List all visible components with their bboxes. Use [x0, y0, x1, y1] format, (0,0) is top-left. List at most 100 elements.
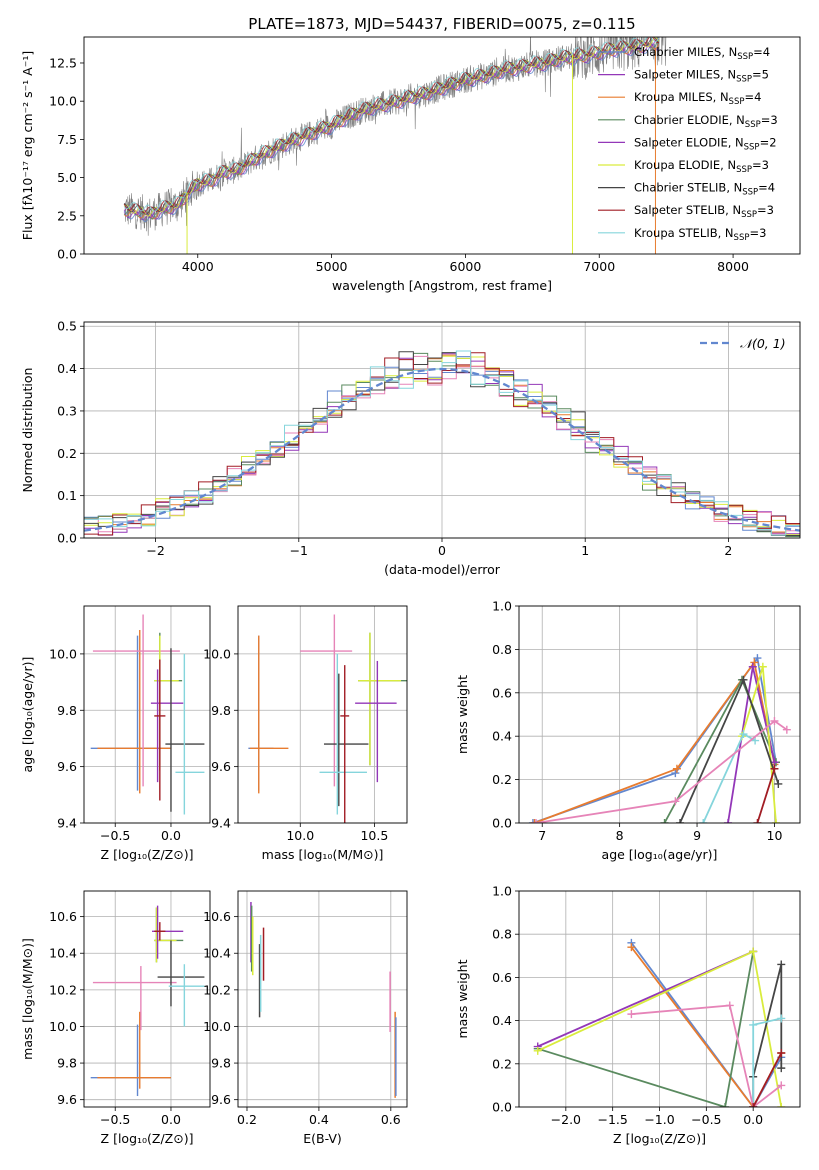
- mass-weight-vs-age-frame: [518, 605, 801, 824]
- mass-weight-point: [532, 819, 541, 823]
- mass-weight-point: [528, 819, 537, 823]
- mass-weight-vs-Z-ytick-label: 0.0: [492, 1100, 512, 1115]
- spectrum-ytick-label: 2.5: [57, 208, 77, 223]
- mass-vs-EBV-frame: [237, 890, 408, 1108]
- mass-weight-point: [724, 819, 733, 823]
- legend-entry: Chabrier MILES, NSSP=4: [634, 45, 770, 62]
- age-vs-Z-xtick-label: 0.0: [161, 828, 181, 843]
- age-vs-mass-ytick-label: 9.4: [211, 816, 231, 831]
- mass-weight-vs-Z-ylabel: mass weight: [455, 959, 470, 1038]
- mass-vs-Z-axes: −0.5 0.0 9.6 9.8 10.0 10.2 10.4 10.6: [49, 891, 210, 1127]
- mass-weight-line: [702, 732, 756, 823]
- mass-weight-vs-age-xtick-label: 8: [616, 828, 624, 843]
- mass-weight-point: [749, 1020, 758, 1029]
- residuals-xtick-label: −1: [290, 543, 308, 558]
- mass-weight-point: [739, 730, 748, 739]
- mass-weight-point: [753, 654, 762, 663]
- age-vs-Z-ytick-label: 9.6: [57, 759, 77, 774]
- mass-weight-point: [671, 797, 680, 806]
- mass-weight-point: [777, 1103, 786, 1107]
- residuals-ytick-label: 0.2: [57, 446, 77, 461]
- mass-weight-point: [725, 1001, 734, 1010]
- mass-weight-point: [782, 725, 791, 734]
- age-vs-Z-ylabel: age [log₁₀(age/yr)]: [20, 657, 35, 773]
- mass-vs-EBV-ytick-label: 10.2: [203, 982, 231, 997]
- mass-weight-line: [630, 942, 783, 1107]
- mass-vs-EBV-ytick-label: 9.6: [211, 1092, 231, 1107]
- age-vs-mass-xtick-label: 10.5: [360, 828, 388, 843]
- model-spectrum: [123, 37, 660, 212]
- mass-weight-vs-Z-series: [533, 938, 786, 1107]
- residuals-ytick-label: 0.1: [57, 488, 77, 503]
- spectrum-xtick-label: 7000: [583, 259, 615, 274]
- mass-vs-Z-ytick-label: 9.6: [57, 1092, 77, 1107]
- mass-weight-point: [770, 717, 779, 726]
- mass-weight-vs-Z-ytick-label: 0.8: [492, 927, 512, 942]
- mass-weight-vs-Z-xtick-label: −1.5: [597, 1112, 627, 1127]
- legend-entry: Salpeter MILES, NSSP=5: [634, 68, 769, 85]
- model-spectrum: [123, 37, 660, 215]
- age-vs-mass-xlabel: mass [log₁₀(M/M⊙)]: [262, 847, 384, 862]
- age-vs-Z-errorbars: [90, 614, 205, 815]
- residuals-ytick-label: 0.3: [57, 403, 77, 418]
- mass-vs-EBV-xtick-label: 0.4: [309, 1112, 329, 1127]
- mass-weight-vs-Z-ytick-label: 0.4: [492, 1013, 512, 1028]
- mass-weight-point: [777, 1049, 786, 1057]
- mass-weight-vs-Z-ytick-label: 1.0: [492, 884, 512, 899]
- mass-vs-Z-xtick-label: 0.0: [161, 1112, 181, 1127]
- mass-weight-vs-age-ytick-label: 1.0: [492, 599, 512, 614]
- residuals-ytick-label: 0.0: [57, 531, 77, 546]
- age-vs-mass-ytick-label: 9.6: [211, 759, 231, 774]
- mass-weight-point: [627, 943, 636, 952]
- residuals-xtick-label: 2: [724, 543, 732, 558]
- age-vs-mass-xtick-label: 10.0: [286, 828, 314, 843]
- spectrum-axes: 4000 5000 6000 7000 8000 0.0 2.5 5.0 7.5 10.0 12.5: [49, 55, 749, 274]
- age-vs-mass-ytick-label: 10.0: [203, 646, 231, 661]
- mass-weight-point: [777, 960, 786, 969]
- residuals-xtick-label: −2: [146, 543, 164, 558]
- age-vs-Z-ytick-label: 9.4: [57, 816, 77, 831]
- mass-vs-EBV-xtick-label: 0.2: [237, 1112, 257, 1127]
- mass-weight-point: [753, 819, 762, 823]
- mass-weight-point: [627, 1010, 636, 1019]
- mass-weight-point: [777, 1014, 786, 1023]
- mass-vs-Z-ytick-label: 10.0: [49, 1019, 77, 1034]
- spectrum-xtick-label: 5000: [316, 259, 348, 274]
- mass-weight-vs-age-ylabel: mass weight: [455, 675, 470, 754]
- spectrum-ylabel: Flux [fλ10⁻¹⁷ erg cm⁻² s⁻¹ A⁻¹]: [20, 51, 35, 240]
- mass-vs-Z-ytick-label: 10.6: [49, 909, 77, 924]
- residuals-xtick-label: 0: [438, 543, 446, 558]
- mass-weight-point: [777, 1064, 786, 1073]
- mass-weight-point: [672, 764, 681, 773]
- mass-weight-vs-Z-xlabel: Z [log₁₀(Z/Z⊙)]: [613, 1131, 706, 1146]
- mass-weight-point: [774, 779, 783, 788]
- mass-vs-Z-ylabel: mass [log₁₀(M/M⊙)]: [20, 938, 35, 1060]
- age-vs-mass-ytick-label: 9.8: [211, 703, 231, 718]
- mass-weight-vs-Z-xtick-label: −0.5: [691, 1112, 721, 1127]
- mass-weight-point: [770, 764, 779, 773]
- spectrum-ytick-label: 12.5: [49, 55, 77, 70]
- ebv-errorbars: [250, 901, 397, 1098]
- age-vs-Z-ytick-label: 9.8: [57, 703, 77, 718]
- mass-vs-Z-errorbars: [90, 905, 205, 1097]
- mass-weight-vs-age-ytick-label: 0.6: [492, 685, 512, 700]
- mass-weight-line: [756, 768, 776, 823]
- mass-weight-vs-age-xtick-label: 10: [767, 828, 783, 843]
- residuals-axes: −2 −1 0 1 2 0.0 0.1 0.2 0.3 0.4 0.5: [57, 319, 800, 558]
- mass-vs-EBV-ytick-label: 9.8: [211, 1056, 231, 1071]
- spectrum-ytick-label: 7.5: [57, 132, 77, 147]
- mass-weight-point: [739, 675, 748, 684]
- age-vs-Z-xlabel: Z [log₁₀(Z/Z⊙)]: [101, 847, 194, 862]
- mass-vs-EBV-ytick-label: 10.0: [203, 1019, 231, 1034]
- spectrum-frame: [83, 36, 801, 255]
- mass-weight-vs-Z-xtick-label: −1.0: [644, 1112, 674, 1127]
- mass-weight-vs-Z-xtick-label: 0.0: [743, 1112, 763, 1127]
- spectrum-title: PLATE=1873, MJD=54437, FIBERID=0075, z=0…: [248, 15, 635, 33]
- mass-vs-EBV-ytick-label: 10.6: [203, 909, 231, 924]
- mass-weight-point: [721, 1103, 730, 1107]
- mass-weight-point: [777, 1081, 786, 1090]
- age-vs-Z-xtick-label: −0.5: [100, 828, 130, 843]
- mass-weight-vs-age-xlabel: age [log₁₀(age/yr)]: [602, 847, 718, 862]
- mass-weight-line: [534, 660, 776, 823]
- age-vs-Z-ytick-label: 10.0: [49, 646, 77, 661]
